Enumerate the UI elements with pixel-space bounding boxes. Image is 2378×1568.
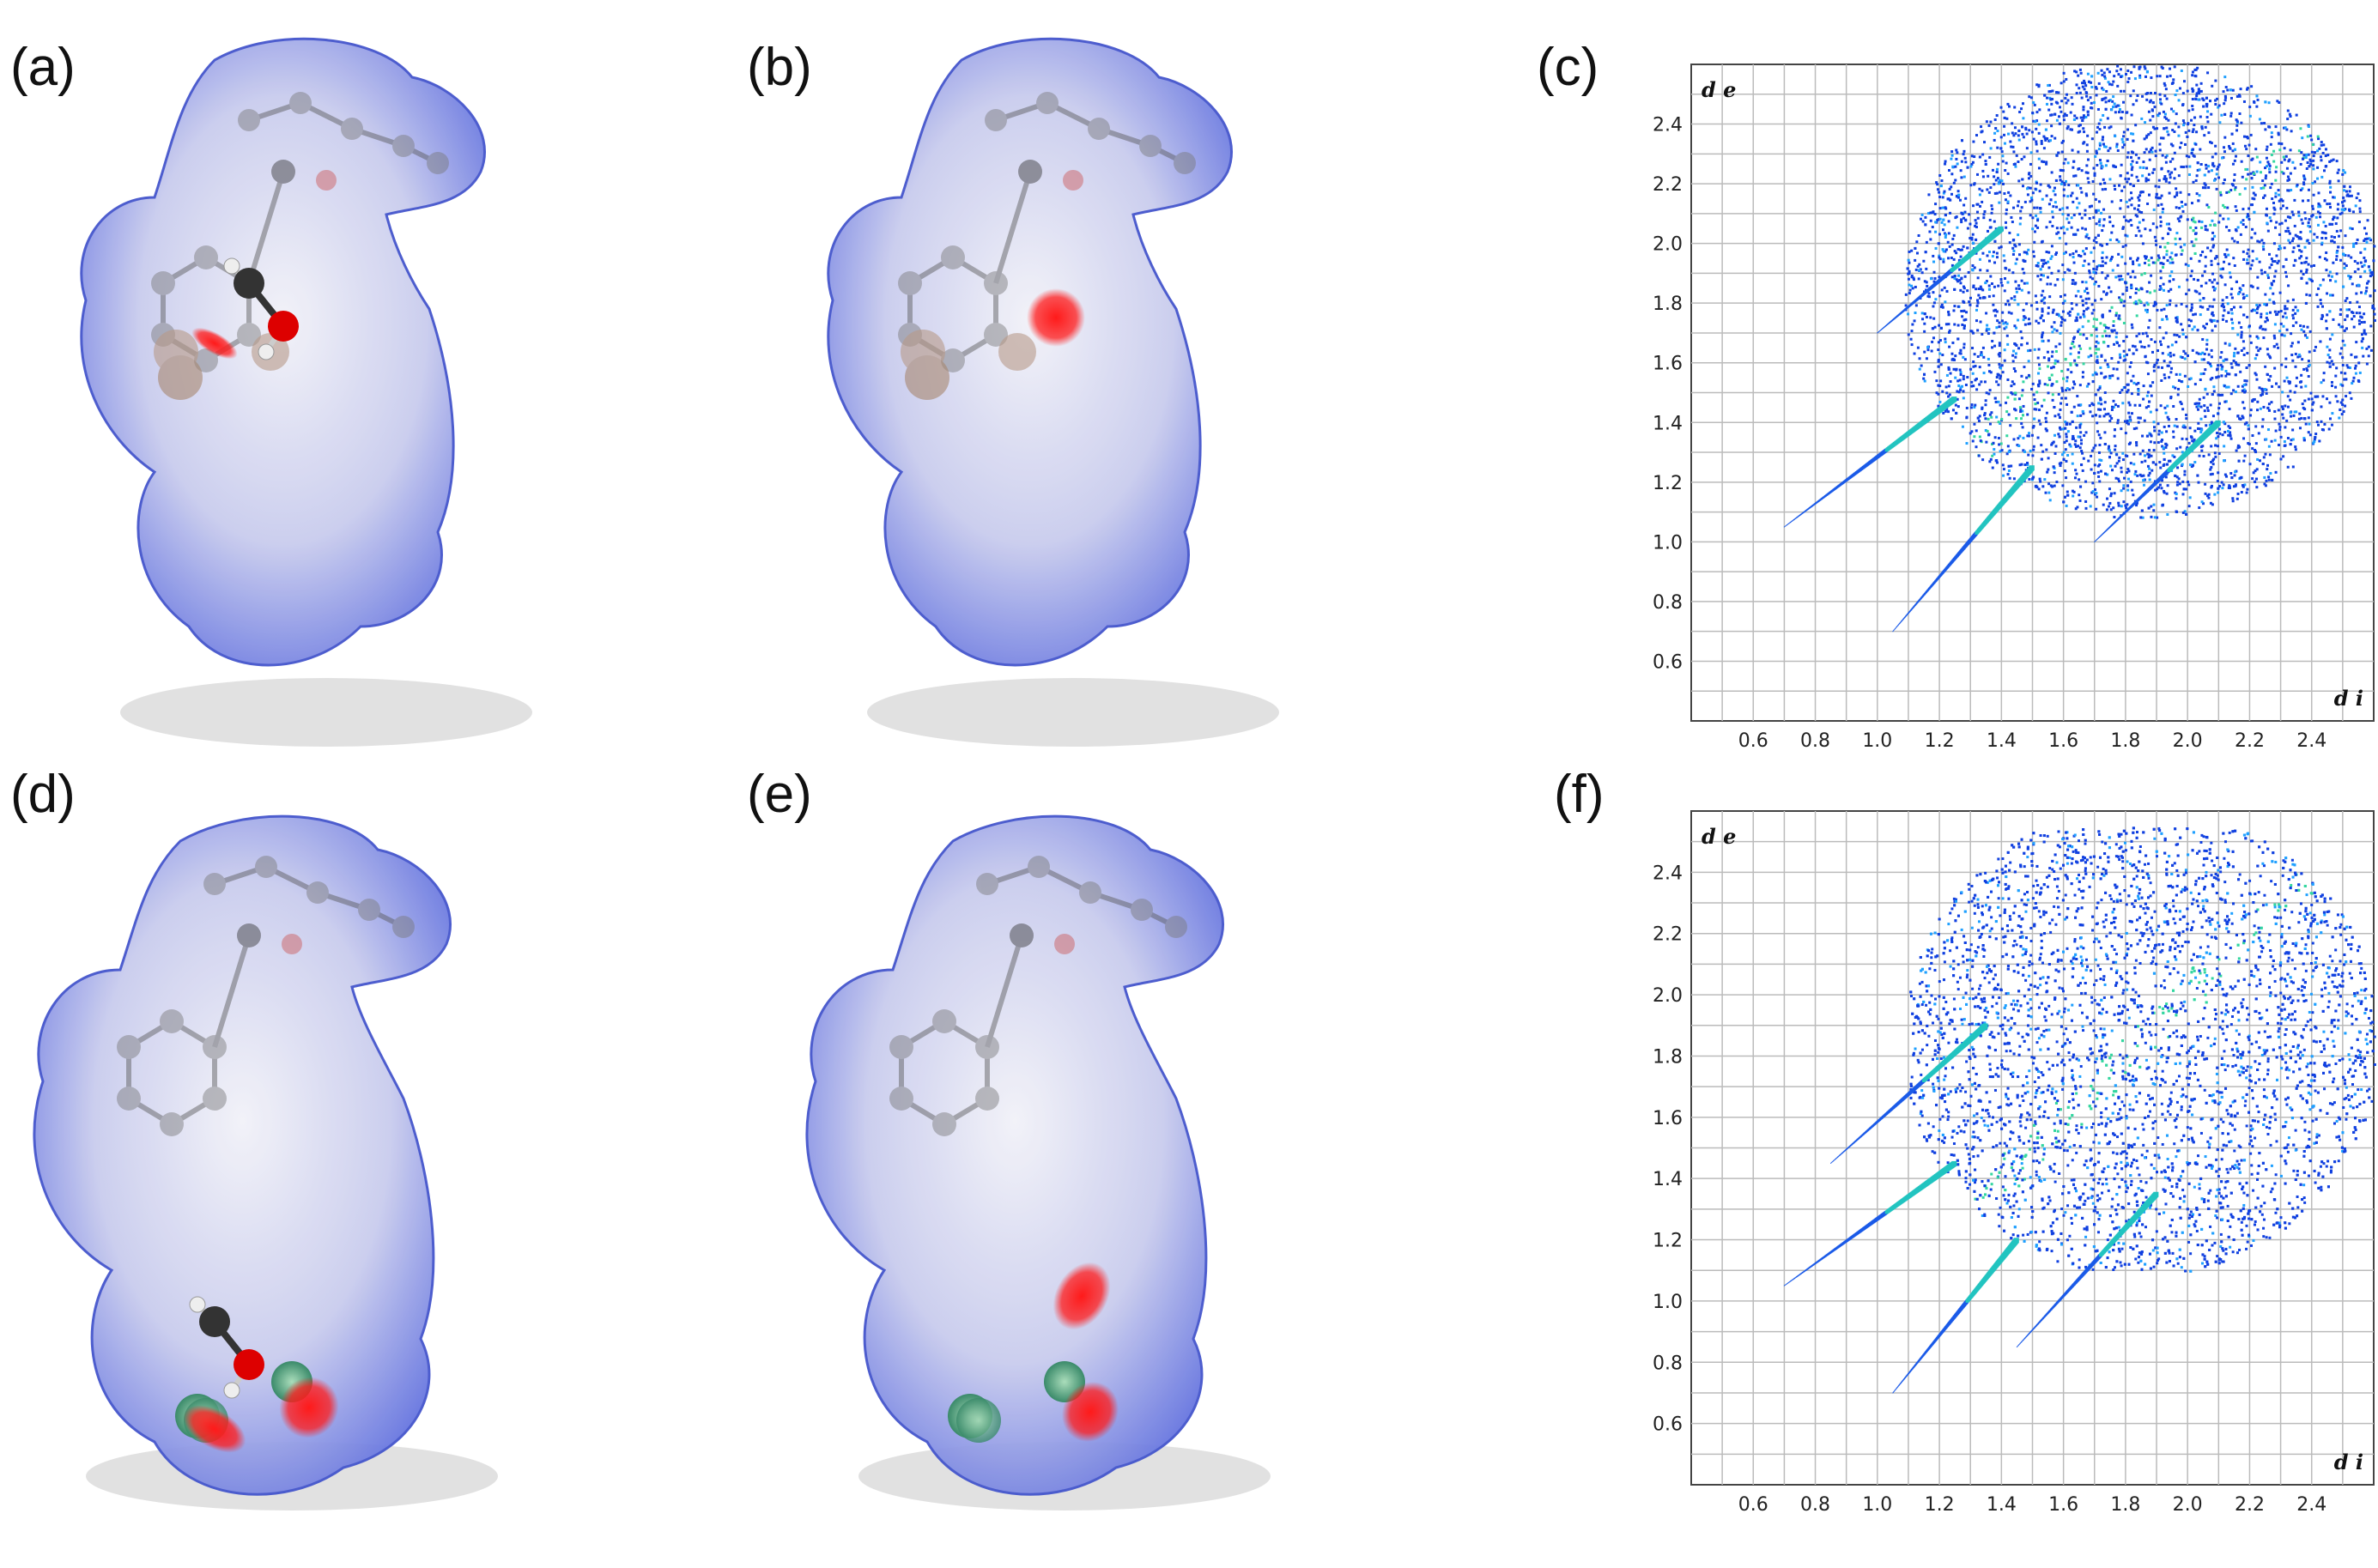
y-tick-label: 1.8: [1653, 294, 1683, 315]
x-tick-label: 1.8: [2110, 1494, 2140, 1516]
y-tick-label: 2.2: [1653, 174, 1683, 196]
surface-shadow: [120, 678, 532, 747]
hirshfeld-surface-e: [805, 814, 1271, 1510]
y-axis-label: d e: [1702, 77, 1736, 102]
embedded-molecule: [889, 856, 1187, 1136]
fingerprint-cloud: [1904, 64, 2376, 519]
methanol-molecule: [189, 1296, 264, 1399]
x-tick-label: 2.4: [2296, 730, 2326, 752]
y-tick-label: 0.8: [1653, 1353, 1683, 1374]
x-tick-label: 1.2: [1925, 730, 1955, 752]
fingerprint-spike: [1877, 226, 2004, 334]
y-tick-label: 1.6: [1653, 354, 1683, 375]
halide-spheres: [154, 330, 289, 400]
y-tick-label: 2.0: [1653, 234, 1683, 256]
y-tick-label: 1.0: [1653, 532, 1683, 554]
red-contact-spots: [1053, 1262, 1119, 1443]
red-contact-spots: [183, 1377, 339, 1453]
x-tick-label: 2.0: [2173, 730, 2203, 752]
hirshfeld-surface-b: [827, 37, 1279, 747]
x-axis-label: d i: [2334, 686, 2363, 711]
chlorine-atoms: [948, 1361, 1085, 1443]
x-tick-label: 2.0: [2173, 1494, 2203, 1516]
x-tick-label: 0.6: [1738, 1494, 1768, 1516]
y-tick-label: 2.4: [1653, 115, 1683, 136]
y-tick-label: 1.4: [1653, 413, 1683, 434]
fingerprint-cloud: [1909, 826, 2376, 1273]
methanol-molecule: [223, 257, 299, 360]
y-tick-label: 2.0: [1653, 985, 1683, 1007]
panel-label-f: (f): [1554, 765, 1605, 824]
panel-label-c: (c): [1537, 38, 1599, 97]
x-tick-label: 1.4: [1987, 1494, 2017, 1516]
surface-shape: [805, 814, 1224, 1496]
plot-grid: [1691, 811, 2374, 1485]
panel-label-e: (e): [747, 765, 812, 824]
fingerprint-spike: [2094, 420, 2221, 542]
x-tick-label: 1.8: [2110, 730, 2140, 752]
x-tick-label: 2.2: [2235, 1494, 2265, 1516]
fingerprint-spike: [1892, 465, 2035, 633]
embedded-molecule: [117, 856, 415, 1136]
y-tick-label: 0.8: [1653, 592, 1683, 614]
y-tick-label: 1.8: [1653, 1046, 1683, 1068]
fingerprint-spike: [1783, 1160, 1957, 1286]
x-tick-label: 1.6: [2048, 1494, 2078, 1516]
y-tick-label: 0.6: [1653, 651, 1683, 673]
x-tick-label: 2.4: [2296, 1494, 2326, 1516]
panel-label-a: (a): [10, 38, 76, 97]
y-tick-label: 1.0: [1653, 1292, 1683, 1313]
y-tick-label: 2.4: [1653, 863, 1683, 884]
halide-spheres: [901, 330, 1036, 400]
y-axis-label: d e: [1702, 824, 1736, 849]
x-tick-label: 1.2: [1925, 1494, 1955, 1516]
x-tick-label: 0.8: [1800, 730, 1830, 752]
y-tick-label: 1.4: [1653, 1169, 1683, 1190]
panel-label-d: (d): [10, 765, 76, 824]
hirshfeld-surface-d: [33, 814, 498, 1510]
x-axis-label: d i: [2334, 1450, 2363, 1474]
hirshfeld-surface-a: [80, 37, 532, 747]
x-tick-label: 0.8: [1800, 1494, 1830, 1516]
surface-shape: [33, 814, 452, 1496]
fingerprint-spike: [1830, 1023, 1988, 1164]
red-contact-spots: [1027, 288, 1085, 347]
y-tick-label: 1.6: [1653, 1108, 1683, 1129]
x-tick-label: 1.0: [1862, 730, 1892, 752]
fingerprint-spike: [2016, 1191, 2159, 1347]
fingerprint-spike: [1892, 1238, 2019, 1394]
x-tick-label: 2.2: [2235, 730, 2265, 752]
x-tick-label: 1.4: [1987, 730, 2017, 752]
red-contact-spots: [191, 327, 238, 360]
y-tick-label: 2.2: [1653, 924, 1683, 946]
panel-label-b: (b): [747, 38, 812, 97]
fingerprint-plot-f: 0.6 0.8 1.0 1.2 1.4 1.6 1.8 2.0 2.2 2.4 0.6 0.8 1.0 1…: [1631, 798, 2378, 1532]
y-tick-label: 1.2: [1653, 473, 1683, 494]
plot-grid: [1691, 64, 2374, 721]
y-tick-label: 1.2: [1653, 1231, 1683, 1252]
x-tick-label: 1.6: [2048, 730, 2078, 752]
y-tick-label: 0.6: [1653, 1414, 1683, 1436]
fingerprint-plot-c: 0.6 0.8 1.0 1.2 1.4 1.6 1.8 2.0 2.2 2.4 0.6 0.8 1.0 1…: [1631, 51, 2378, 768]
x-tick-label: 0.6: [1738, 730, 1768, 752]
fingerprint-spike: [1783, 397, 1957, 528]
x-tick-label: 1.0: [1862, 1494, 1892, 1516]
surface-shadow: [867, 678, 1279, 747]
